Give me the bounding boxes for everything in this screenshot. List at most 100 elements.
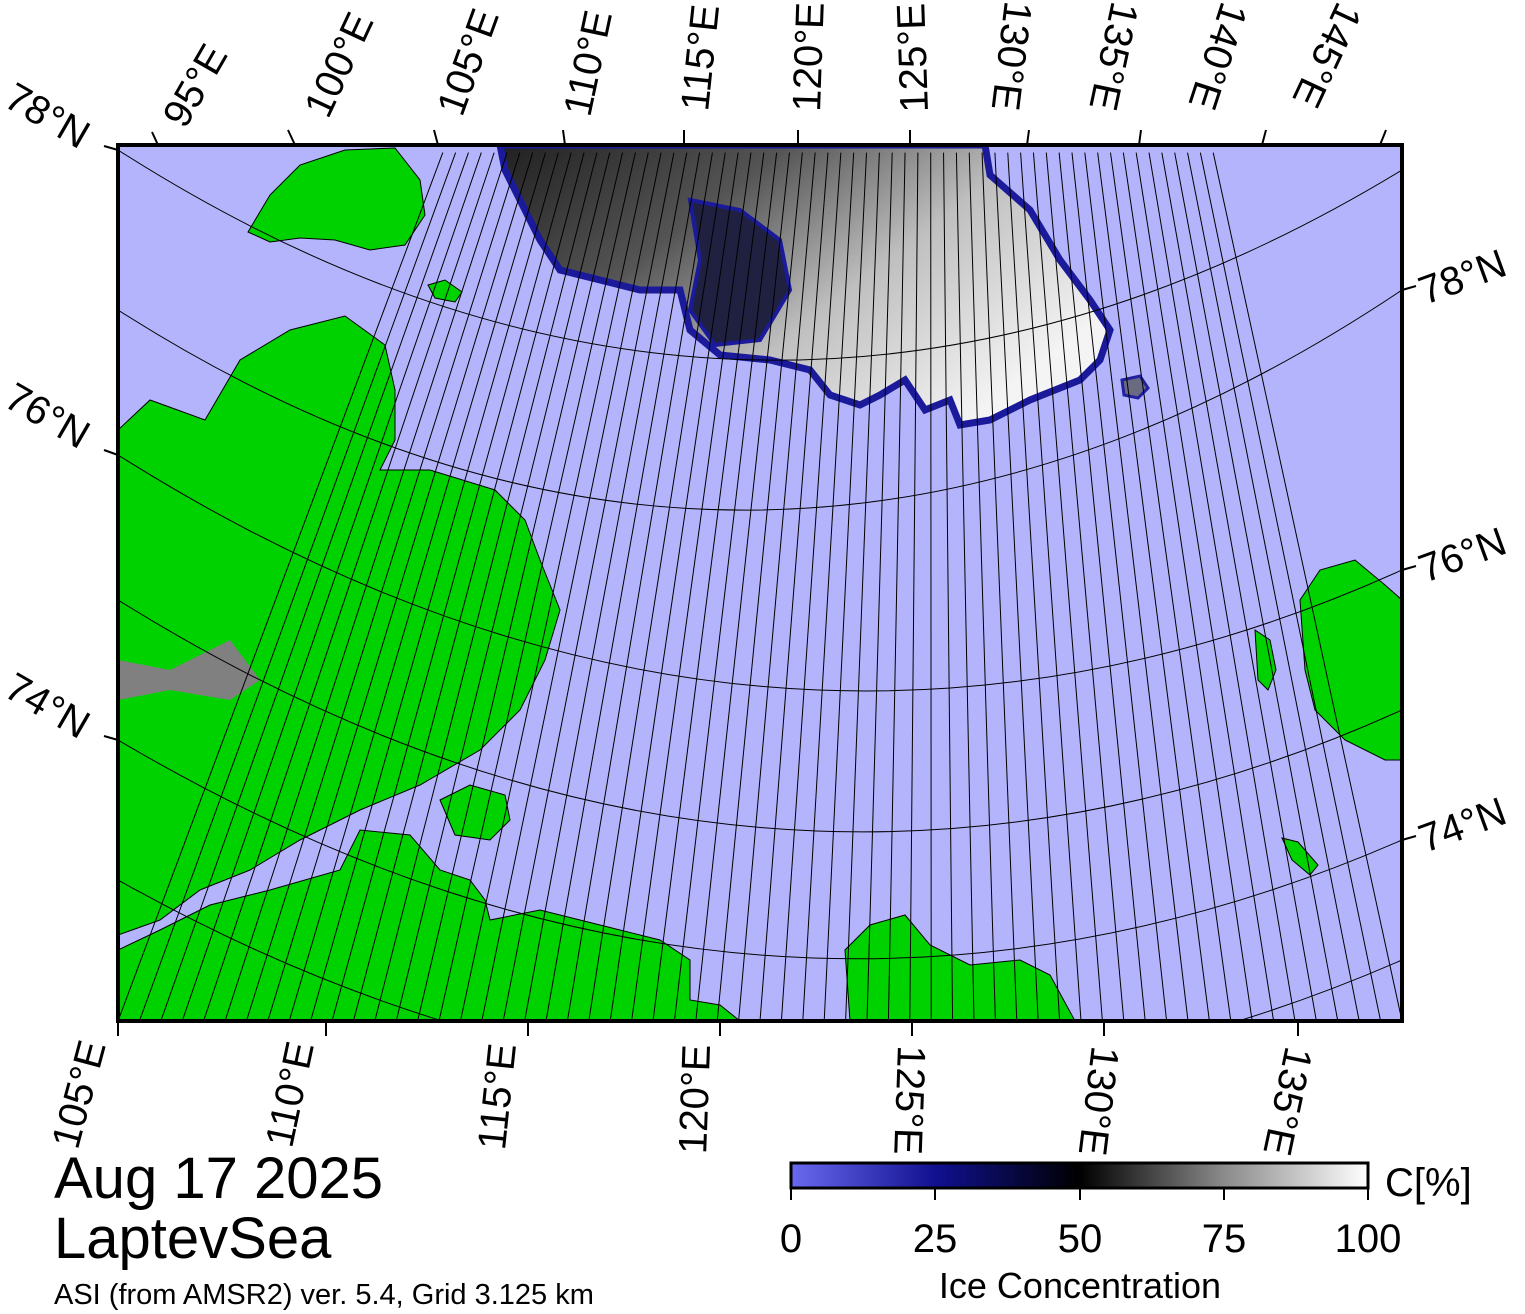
meridian-line xyxy=(1148,152,1296,1021)
lat-label-right: 78°N xyxy=(1413,242,1512,314)
top-lon-labels: 95°E 100°E 105°E 110°E 115°E 120°E 125°E… xyxy=(155,0,1370,135)
meridian-line xyxy=(1122,152,1253,1021)
lon-label-top: 110°E xyxy=(556,7,621,120)
meridian-line xyxy=(1020,152,1082,1021)
meridian-line xyxy=(1058,152,1146,1021)
meridian-line xyxy=(943,152,954,1021)
map-area xyxy=(118,145,1402,1021)
colorbar-gradient xyxy=(789,1161,1370,1190)
meridian-line xyxy=(310,152,559,1021)
meridian-line xyxy=(417,152,624,1021)
colorbar: 0 25 50 75 100 C[%] Ice Concentration xyxy=(780,1161,1472,1306)
colorbar-tick: 50 xyxy=(1058,1217,1103,1261)
land-kotelny-island xyxy=(1299,559,1402,761)
bottom-lon-labels: 105°E 110°E 115°E 120°E 125°E 130°E 135°… xyxy=(44,1036,1320,1159)
meridian-line xyxy=(459,152,649,1021)
meridian-line xyxy=(1097,152,1210,1021)
meridian-line xyxy=(352,152,585,1021)
land-taymyr xyxy=(118,315,561,936)
meridian-line xyxy=(631,152,752,1021)
meridian-line xyxy=(118,152,444,1021)
meridian-line xyxy=(481,152,662,1021)
lon-label-top: 140°E xyxy=(1180,0,1256,115)
meridian-line xyxy=(138,152,457,1021)
lat-label-left: 76°N xyxy=(0,375,97,458)
lon-label-bottom: 110°E xyxy=(258,1038,323,1151)
meridian-line xyxy=(738,152,816,1021)
colorbar-tick: 100 xyxy=(1335,1217,1402,1261)
lat-label-right: 74°N xyxy=(1413,790,1512,862)
graticule-meridians xyxy=(118,152,1402,1021)
lon-label-top: 120°E xyxy=(785,1,833,112)
lat-label-left: 78°N xyxy=(0,75,97,158)
meridian-line xyxy=(1135,152,1275,1021)
lon-label-bottom: 105°E xyxy=(44,1036,115,1153)
meridian-line xyxy=(267,152,534,1021)
lon-label-bottom: 130°E xyxy=(1070,1044,1127,1158)
meridian-line xyxy=(866,152,893,1021)
meridian-line xyxy=(1109,152,1232,1021)
meridian-line xyxy=(1199,152,1382,1021)
lon-label-top: 115°E xyxy=(673,2,728,112)
meridian-line xyxy=(181,152,482,1021)
meridian-line xyxy=(845,152,880,1021)
frame-ticks xyxy=(103,129,1417,1036)
meridian-line xyxy=(1212,152,1402,1021)
meridian-line xyxy=(673,152,778,1021)
meridian-line xyxy=(695,152,790,1021)
meridian-line xyxy=(955,152,975,1021)
map-date: Aug 17 2025 xyxy=(54,1146,383,1211)
land-shadow-taymyr xyxy=(118,640,260,700)
colorbar-title: Ice Concentration xyxy=(939,1265,1221,1306)
meridian-line xyxy=(438,152,636,1021)
meridian-line xyxy=(1187,152,1360,1021)
lon-label-bottom: 135°E xyxy=(1254,1043,1320,1159)
product-description: ASI (from AMSR2) ver. 5.4, Grid 3.125 km xyxy=(54,1279,594,1311)
lon-label-bottom: 115°E xyxy=(470,1041,525,1151)
meridian-line xyxy=(802,152,855,1021)
lon-label-top: 125°E xyxy=(889,2,937,113)
map-frame xyxy=(116,143,1404,1023)
meridian-line xyxy=(203,152,495,1021)
meridian-line xyxy=(981,152,1018,1021)
meridian-line xyxy=(652,152,765,1021)
meridian-line xyxy=(502,152,675,1021)
meridian-line xyxy=(994,152,1039,1021)
lon-label-top: 145°E xyxy=(1284,0,1370,114)
meridian-line xyxy=(1007,152,1061,1021)
meridian-line xyxy=(780,152,842,1021)
lon-label-top: 130°E xyxy=(983,0,1040,113)
colorbar-tick: 0 xyxy=(780,1217,802,1261)
meridian-line xyxy=(716,152,803,1021)
lon-label-bottom: 125°E xyxy=(885,1045,933,1156)
meridian-line xyxy=(609,152,739,1021)
meridian-line xyxy=(759,152,829,1021)
colorbar-unit: C[%] xyxy=(1385,1161,1472,1205)
meridian-line xyxy=(524,152,688,1021)
lon-label-top: 135°E xyxy=(1080,0,1146,114)
lon-label-top: 105°E xyxy=(429,3,508,121)
meridian-line xyxy=(1084,152,1189,1021)
lon-label-top: 95°E xyxy=(155,37,237,134)
meridian-line xyxy=(968,152,996,1021)
land-islet xyxy=(427,279,463,303)
meridian-line xyxy=(224,152,508,1021)
meridian-line xyxy=(545,152,701,1021)
lat-label-left: 74°N xyxy=(0,665,97,748)
meridian-line xyxy=(887,152,906,1021)
land-begichev-island xyxy=(439,784,511,841)
meridian-line xyxy=(823,152,868,1021)
colorbar-tick: 75 xyxy=(1202,1217,1247,1261)
map-region: LaptevSea xyxy=(54,1206,332,1271)
meridian-line xyxy=(245,152,521,1021)
land-severnaya-zemlya xyxy=(247,147,426,251)
meridian-line xyxy=(160,152,469,1021)
meridian-line xyxy=(566,152,713,1021)
meridian-line xyxy=(1071,152,1168,1021)
graticule-parallels xyxy=(118,149,1402,1021)
meridian-line xyxy=(588,152,726,1021)
meridian-line xyxy=(909,152,919,1021)
land-stolbovoy-island xyxy=(1254,629,1277,691)
meridian-line xyxy=(1045,152,1125,1021)
